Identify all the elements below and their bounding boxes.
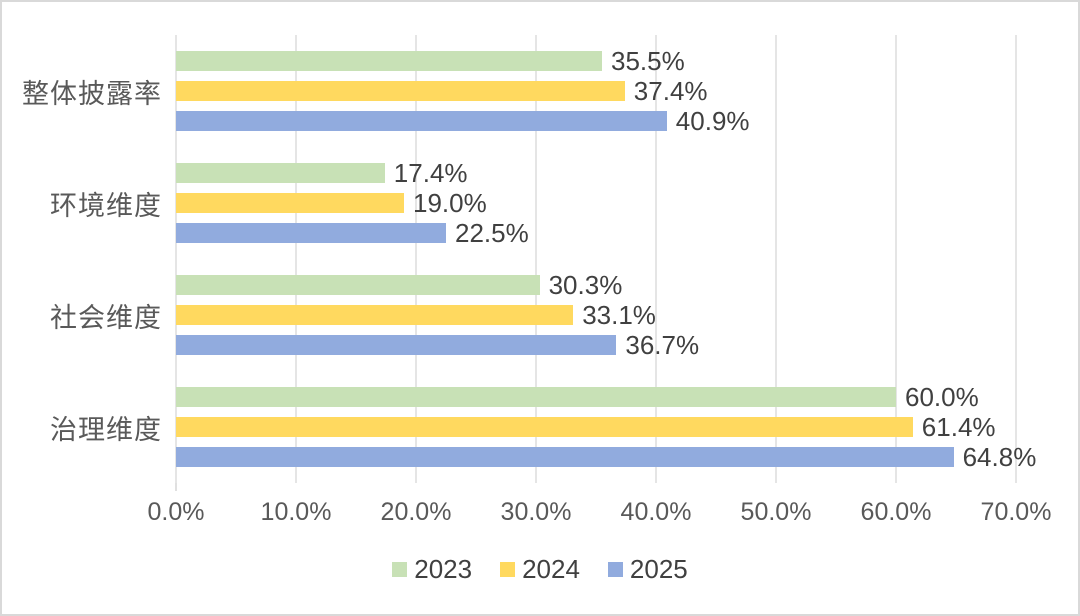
data-label: 36.7% [625,330,700,360]
bar-2024 [176,81,625,101]
category-label: 治理维度 [50,414,162,446]
bar-group: 35.5% 37.4% 40.9% [176,35,1016,147]
gridline [1015,35,1017,483]
bar-row: 17.4% [176,158,1016,188]
bar-row: 19.0% [176,188,1016,218]
bar-2024 [176,417,913,437]
x-tick-label: 0.0% [147,498,205,526]
bar-2025 [176,223,446,243]
bar-row: 36.7% [176,330,1016,360]
gridline [655,35,657,483]
bar-row: 64.8% [176,444,1036,470]
category-label: 社会维度 [50,302,162,334]
data-label: 33.1% [582,300,656,330]
x-axis: 0.0% 10.0% 20.0% 30.0% 40.0% 50.0% 60.0% 70.0% [148,498,1052,530]
bar-2023 [176,51,602,71]
data-label: 35.5% [611,46,685,76]
legend-swatch [392,562,408,577]
bar-2025 [176,111,667,131]
bar-2023 [176,163,385,183]
category-label: 整体披露率 [22,78,162,110]
bar-2024 [176,305,574,325]
bar-group: 17.4% 19.0% 22.5% [176,147,1016,259]
bar-2025 [176,335,617,355]
bar-row: 30.3% [176,270,1016,300]
legend-label: 2025 [629,554,688,584]
bar-row: 35.5% [176,46,1016,76]
legend-swatch [607,562,623,577]
bar-row: 22.5% [176,218,1016,248]
x-tick-label: 50.0% [740,498,812,526]
data-label: 40.9% [675,106,750,136]
legend: 2023 2024 2025 [2,554,1078,584]
category-label: 环境维度 [50,190,162,222]
data-label: 60.0% [905,382,979,412]
data-label: 19.0% [413,188,487,218]
x-axis-zero-tick [175,483,177,491]
gridline [175,35,177,483]
x-tick-label: 60.0% [860,498,932,526]
data-label: 30.3% [548,270,623,300]
legend-item-2023: 2023 [392,554,473,584]
category-axis: 整体披露率环境维度社会维度治理维度 [2,35,162,483]
bar-row: 37.4% [176,76,1016,106]
bar-2023 [176,275,540,295]
gridline [535,35,537,483]
gridline [415,35,417,483]
bar-group: 30.3% 33.1% 36.7% [176,259,1016,371]
legend-item-2024: 2024 [500,554,580,584]
gridline [895,35,897,483]
bar-groups: 35.5% 37.4% 40.9% 17.4% 19.0% 22.5% 30.3% 33.1%… [176,35,1036,483]
bar-group: 60.0% 61.4% 64.8% [176,371,1036,483]
gridline [775,35,777,483]
bar-2025 [176,447,954,467]
x-tick-label: 10.0% [260,498,332,526]
plot-area: 35.5% 37.4% 40.9% 17.4% 19.0% 22.5% 30.3% 33.1%… [175,35,1036,483]
bar-row: 40.9% [176,106,1016,136]
x-tick-label: 70.0% [980,498,1052,526]
data-label: 64.8% [962,442,1037,472]
bar-row: 61.4% [176,412,1016,442]
legend-label: 2024 [522,554,580,584]
x-tick-label: 20.0% [380,498,452,526]
data-label: 61.4% [921,412,996,442]
data-label: 22.5% [455,218,529,248]
gridline [295,35,297,483]
bar-2023 [176,387,896,407]
bar-row: 33.1% [176,300,1016,330]
legend-swatch [500,562,516,577]
data-label: 37.4% [633,76,708,106]
x-tick-label: 30.0% [500,498,572,526]
x-tick-label: 40.0% [620,498,692,526]
bar-row: 60.0% [176,382,1016,412]
legend-label: 2023 [414,554,473,584]
data-label: 17.4% [393,158,468,188]
legend-item-2025: 2025 [607,554,688,584]
bar-2024 [176,193,404,213]
